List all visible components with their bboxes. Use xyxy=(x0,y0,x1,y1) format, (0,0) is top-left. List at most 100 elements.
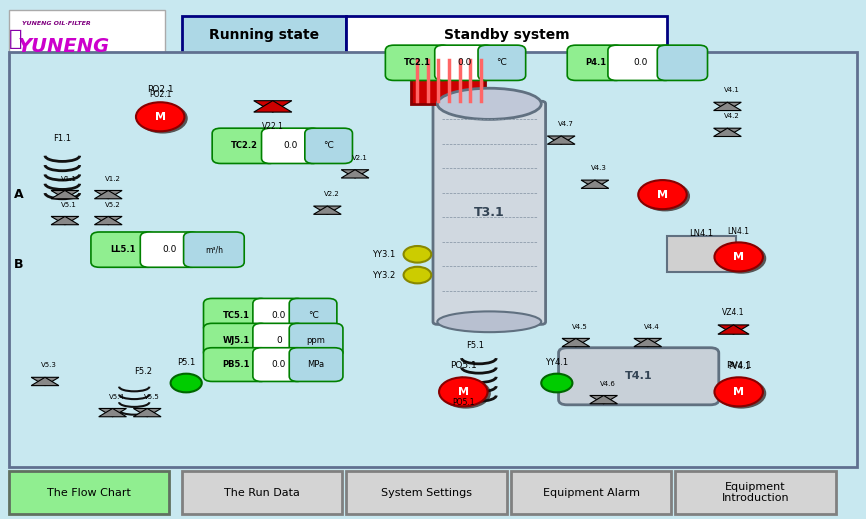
Text: System Settings: System Settings xyxy=(381,487,472,498)
Text: YY4.1: YY4.1 xyxy=(546,359,568,367)
Text: V5.4: V5.4 xyxy=(109,393,125,400)
FancyBboxPatch shape xyxy=(608,45,673,80)
Text: V4.4: V4.4 xyxy=(644,323,660,330)
Polygon shape xyxy=(254,101,292,112)
FancyBboxPatch shape xyxy=(184,232,244,267)
Polygon shape xyxy=(133,408,161,417)
Text: LN4.1: LN4.1 xyxy=(727,227,750,236)
Bar xyxy=(511,471,671,514)
Polygon shape xyxy=(562,338,590,347)
FancyBboxPatch shape xyxy=(204,298,268,332)
Text: °C: °C xyxy=(307,311,319,320)
Polygon shape xyxy=(94,216,122,225)
Bar xyxy=(182,471,342,514)
FancyBboxPatch shape xyxy=(212,128,277,163)
Text: F5.1: F5.1 xyxy=(466,342,484,350)
Text: PB5.1: PB5.1 xyxy=(223,360,249,369)
Text: 0.0: 0.0 xyxy=(633,58,648,67)
Text: 0.0: 0.0 xyxy=(272,360,286,369)
FancyBboxPatch shape xyxy=(385,45,450,80)
Text: WJ5.1: WJ5.1 xyxy=(223,336,249,345)
Text: The Run Data: The Run Data xyxy=(224,487,300,498)
FancyBboxPatch shape xyxy=(204,323,268,357)
Polygon shape xyxy=(94,190,122,199)
Text: V1.2: V1.2 xyxy=(105,175,120,182)
Text: Equipment Alarm: Equipment Alarm xyxy=(542,487,640,498)
Circle shape xyxy=(717,379,766,408)
FancyBboxPatch shape xyxy=(305,128,352,163)
Text: P5.1: P5.1 xyxy=(177,359,196,367)
Text: T3.1: T3.1 xyxy=(474,206,505,220)
Text: B: B xyxy=(15,258,23,271)
Polygon shape xyxy=(718,325,749,334)
Circle shape xyxy=(641,182,689,211)
Text: T4.1: T4.1 xyxy=(625,371,652,381)
Polygon shape xyxy=(714,128,741,136)
Polygon shape xyxy=(51,216,79,225)
Text: M: M xyxy=(657,189,668,200)
Bar xyxy=(182,16,346,54)
Text: P4.1: P4.1 xyxy=(585,58,606,67)
Circle shape xyxy=(442,379,490,408)
FancyBboxPatch shape xyxy=(204,348,268,381)
Text: YUNENG OIL·FILTER: YUNENG OIL·FILTER xyxy=(22,21,90,26)
Polygon shape xyxy=(634,338,662,347)
Text: MPa: MPa xyxy=(307,360,325,369)
Text: PO5.1: PO5.1 xyxy=(450,361,476,370)
Polygon shape xyxy=(590,395,617,404)
Text: YUNENG: YUNENG xyxy=(17,37,109,56)
FancyBboxPatch shape xyxy=(289,348,343,381)
Polygon shape xyxy=(94,216,122,225)
Text: V22.1: V22.1 xyxy=(262,122,284,131)
Text: V4.3: V4.3 xyxy=(591,165,607,171)
FancyBboxPatch shape xyxy=(657,45,708,80)
Bar xyxy=(9,52,857,467)
Polygon shape xyxy=(51,190,79,199)
Text: 0.0: 0.0 xyxy=(272,311,286,320)
Polygon shape xyxy=(31,377,59,386)
Text: TC5.1: TC5.1 xyxy=(223,311,249,320)
Text: PO2.1: PO2.1 xyxy=(147,86,173,94)
FancyBboxPatch shape xyxy=(435,45,494,80)
Text: PO2.1: PO2.1 xyxy=(149,90,171,99)
Circle shape xyxy=(717,244,766,273)
Polygon shape xyxy=(714,128,741,136)
Text: Equipment
Introduction: Equipment Introduction xyxy=(721,482,790,503)
FancyBboxPatch shape xyxy=(433,101,546,324)
Circle shape xyxy=(541,374,572,392)
Polygon shape xyxy=(313,206,341,214)
Text: M: M xyxy=(458,387,469,397)
Text: 0.0: 0.0 xyxy=(457,58,471,67)
Ellipse shape xyxy=(437,88,541,119)
Text: °C: °C xyxy=(323,141,334,151)
Text: m³/h: m³/h xyxy=(205,245,223,254)
Text: °C: °C xyxy=(496,58,507,67)
Text: TC2.2: TC2.2 xyxy=(231,141,258,151)
Text: V5.5: V5.5 xyxy=(144,393,159,400)
Bar xyxy=(9,10,165,62)
Circle shape xyxy=(404,267,431,283)
Text: V4.6: V4.6 xyxy=(600,380,616,387)
Circle shape xyxy=(139,104,187,133)
FancyBboxPatch shape xyxy=(559,348,719,405)
Polygon shape xyxy=(94,190,122,199)
Text: V5.3: V5.3 xyxy=(42,362,57,368)
Text: 🦅: 🦅 xyxy=(9,29,22,49)
Text: M: M xyxy=(155,112,165,122)
Polygon shape xyxy=(581,180,609,188)
Polygon shape xyxy=(547,136,575,144)
Text: Running state: Running state xyxy=(209,29,320,42)
Text: Standby system: Standby system xyxy=(443,29,570,42)
Text: PV4.1: PV4.1 xyxy=(727,362,750,371)
Polygon shape xyxy=(341,170,369,178)
Circle shape xyxy=(714,377,763,406)
Text: A: A xyxy=(14,188,24,201)
Polygon shape xyxy=(590,395,617,404)
Text: 0: 0 xyxy=(276,336,281,345)
FancyBboxPatch shape xyxy=(289,298,337,332)
Circle shape xyxy=(439,377,488,406)
Polygon shape xyxy=(133,408,161,417)
FancyBboxPatch shape xyxy=(140,232,199,267)
Polygon shape xyxy=(313,206,341,214)
Text: V1.1: V1.1 xyxy=(61,175,77,182)
